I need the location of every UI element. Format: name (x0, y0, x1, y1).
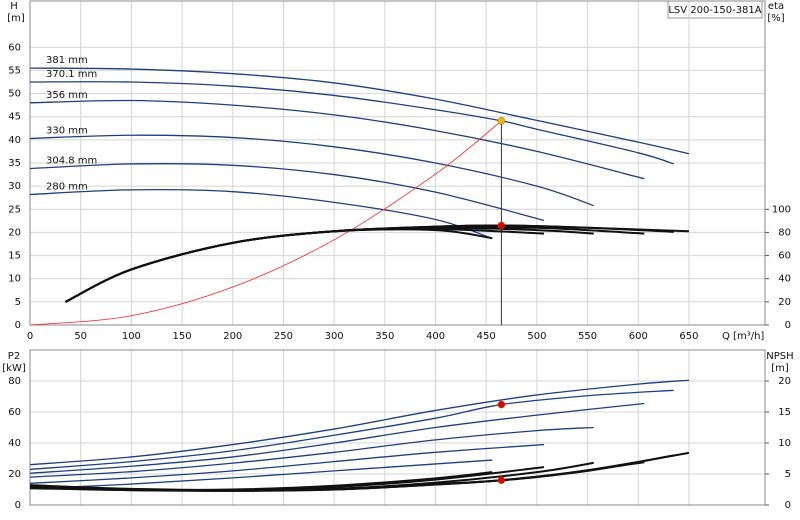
duty-point (497, 221, 506, 230)
x-tick-label: 300 (325, 331, 344, 342)
x-tick-label: 250 (274, 331, 293, 342)
duty-point (497, 476, 506, 484)
curve (29, 67, 690, 155)
y2-tick-label: 15 (778, 407, 791, 418)
curve (29, 402, 645, 474)
y-tick-label: 40 (8, 135, 21, 146)
curve-label: 280 mm (46, 181, 88, 192)
y2-tick-label: 60 (778, 251, 791, 262)
y-tick-label: 60 (8, 42, 21, 53)
x-tick-label: 350 (375, 331, 394, 342)
y-tick-label: 0 (15, 320, 21, 331)
y-tick-label: 60 (8, 407, 21, 418)
secondary-curve (29, 471, 493, 492)
curve (29, 379, 690, 466)
duty-point (497, 400, 506, 409)
y-tick-label: 45 (8, 112, 21, 123)
y2-tick-label: 5 (785, 469, 791, 480)
curve-label: 330 mm (46, 125, 88, 136)
y-axis-unit: [kW] (2, 363, 26, 374)
plot-frame (29, 0, 766, 326)
y-tick-label: 25 (8, 204, 21, 215)
curve (29, 443, 545, 484)
y-tick-label: 30 (8, 181, 21, 192)
duty-point (497, 117, 506, 125)
y2-axis-label: NPSH (766, 351, 793, 362)
x-tick-label: 100 (122, 331, 141, 342)
secondary-curve (65, 224, 674, 303)
y2-axis-unit: [m] (771, 363, 789, 374)
y-tick-label: 55 (8, 65, 21, 76)
x-tick-label: 200 (223, 331, 242, 342)
curve (29, 99, 645, 180)
y2-tick-label: 40 (778, 274, 791, 285)
y-axis-label: H (10, 1, 18, 12)
curve-label: 381 mm (46, 55, 88, 66)
curve (29, 163, 545, 222)
y-tick-label: 0 (15, 500, 21, 511)
y2-axis-label: eta (768, 1, 784, 12)
secondary-curve (65, 224, 690, 303)
y-axis-label: P2 (8, 351, 20, 362)
curve (29, 120, 502, 326)
y2-tick-label: 20 (778, 297, 791, 308)
y-tick-label: 20 (8, 469, 21, 480)
y2-tick-label: 10 (778, 438, 791, 449)
plot-frame (29, 349, 766, 506)
y-tick-label: 5 (15, 297, 21, 308)
y-tick-label: 40 (8, 438, 21, 449)
x-tick-label: 0 (27, 331, 33, 342)
x-tick-label: 400 (426, 331, 445, 342)
y-tick-label: 80 (8, 376, 21, 387)
y-tick-label: 35 (8, 158, 21, 169)
y2-tick-label: 0 (785, 320, 791, 331)
secondary-curve (65, 227, 545, 303)
curve-label: 356 mm (46, 90, 88, 101)
x-tick-label: 500 (527, 331, 546, 342)
curve (29, 134, 594, 207)
curve (29, 426, 594, 478)
y-tick-label: 10 (8, 274, 21, 285)
y-tick-label: 50 (8, 89, 21, 100)
y-tick-label: 15 (8, 251, 21, 262)
y2-tick-label: 20 (778, 376, 791, 387)
secondary-curve (65, 228, 493, 303)
x-tick-label: 650 (679, 331, 698, 342)
y2-tick-label: 0 (785, 500, 791, 511)
curve-label: 370.1 mm (46, 69, 97, 80)
y-tick-label: 20 (8, 227, 21, 238)
x-tick-label: 50 (74, 331, 87, 342)
curve (29, 188, 493, 240)
curve-label: 304.8 mm (46, 156, 97, 167)
curve (29, 81, 674, 165)
curve (29, 459, 493, 490)
x-tick-label: 550 (578, 331, 597, 342)
y2-axis-unit: [%] (767, 13, 784, 24)
secondary-curve (65, 226, 645, 303)
curve (29, 389, 674, 470)
chart-title: LSV 200-150-381A (668, 5, 761, 16)
x-axis-label: Q [m³/h] (722, 331, 764, 342)
x-tick-label: 150 (173, 331, 192, 342)
x-tick-label: 450 (477, 331, 496, 342)
y-axis-unit: [m] (7, 13, 25, 24)
x-tick-label: 600 (629, 331, 648, 342)
y2-tick-label: 80 (778, 227, 791, 238)
y2-tick-label: 100 (772, 204, 791, 215)
